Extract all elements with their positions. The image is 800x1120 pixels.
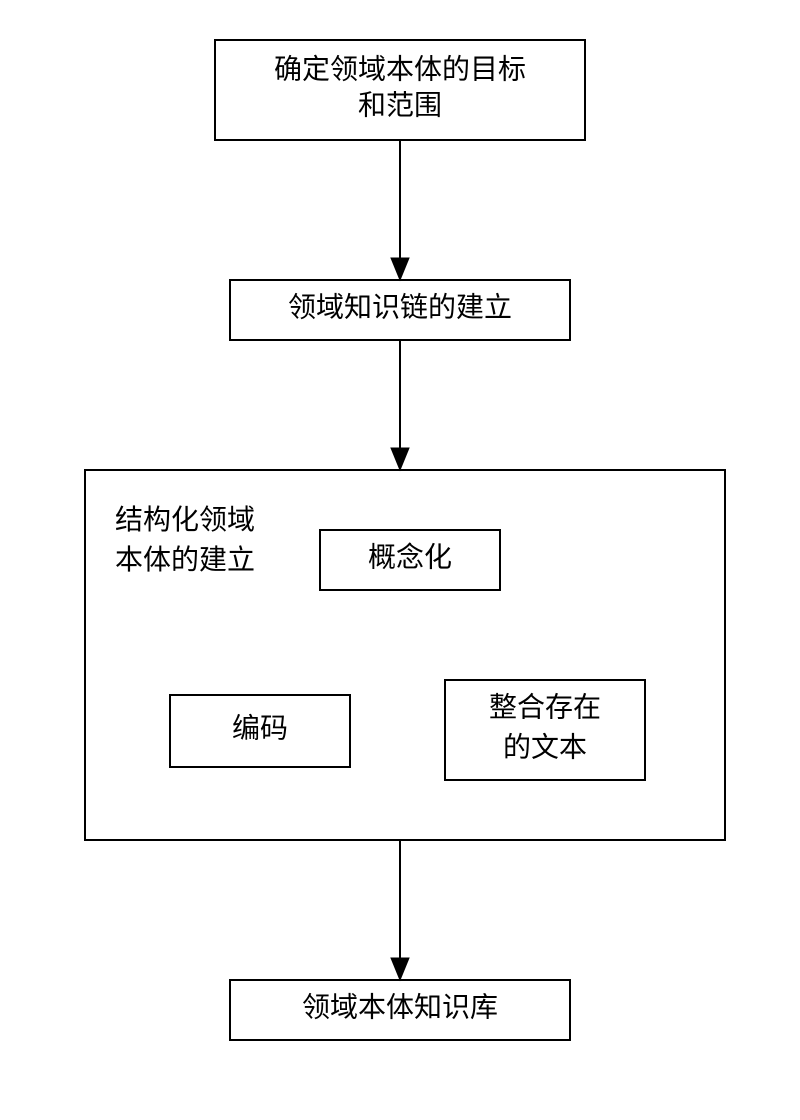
flow-node-label: 领域知识链的建立 bbox=[288, 291, 512, 323]
flow-node-label: 确定领域本体的目标 bbox=[274, 53, 526, 85]
flow-node-label: 和范围 bbox=[358, 89, 442, 121]
container-label: 本体的建立 bbox=[115, 544, 255, 576]
arrow-head-icon bbox=[391, 448, 409, 470]
container-label: 结构化领域 bbox=[115, 504, 255, 536]
flow-node-label: 编码 bbox=[232, 712, 288, 744]
flow-node-label: 的文本 bbox=[503, 731, 587, 763]
flow-node-label: 领域本体知识库 bbox=[302, 991, 498, 1023]
arrow-head-icon bbox=[391, 958, 409, 980]
flow-node-label: 整合存在 bbox=[489, 691, 601, 723]
arrow-head-icon bbox=[391, 258, 409, 280]
flow-node-label: 概念化 bbox=[368, 541, 452, 573]
